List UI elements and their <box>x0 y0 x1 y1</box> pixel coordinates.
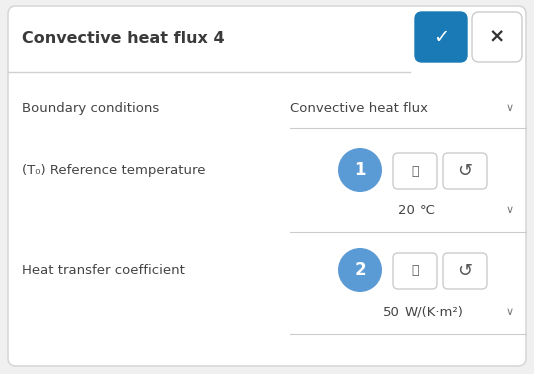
Text: ↺: ↺ <box>458 262 473 280</box>
Circle shape <box>338 248 382 292</box>
FancyBboxPatch shape <box>8 6 526 366</box>
Text: ✓: ✓ <box>433 28 449 46</box>
FancyBboxPatch shape <box>472 12 522 62</box>
Text: Convective heat flux 4: Convective heat flux 4 <box>22 31 225 46</box>
FancyBboxPatch shape <box>443 153 487 189</box>
Text: Boundary conditions: Boundary conditions <box>22 101 159 114</box>
Text: W/(K·m²): W/(K·m²) <box>405 306 464 319</box>
Text: 1: 1 <box>354 161 366 179</box>
FancyBboxPatch shape <box>393 153 437 189</box>
Text: ∨: ∨ <box>506 103 514 113</box>
Text: Heat transfer coefficient: Heat transfer coefficient <box>22 264 185 276</box>
Text: ∨: ∨ <box>506 205 514 215</box>
Circle shape <box>338 148 382 192</box>
Text: 📈: 📈 <box>411 264 419 278</box>
Text: ×: × <box>489 28 505 46</box>
FancyBboxPatch shape <box>443 253 487 289</box>
Text: °C: °C <box>420 203 436 217</box>
Text: 2: 2 <box>354 261 366 279</box>
Text: ↺: ↺ <box>458 162 473 180</box>
FancyBboxPatch shape <box>393 253 437 289</box>
Text: (T₀) Reference temperature: (T₀) Reference temperature <box>22 163 206 177</box>
Text: ∨: ∨ <box>506 307 514 317</box>
Text: Convective heat flux: Convective heat flux <box>290 101 428 114</box>
Text: 50: 50 <box>383 306 400 319</box>
Text: 20: 20 <box>398 203 415 217</box>
FancyBboxPatch shape <box>415 12 467 62</box>
Text: 📈: 📈 <box>411 165 419 178</box>
